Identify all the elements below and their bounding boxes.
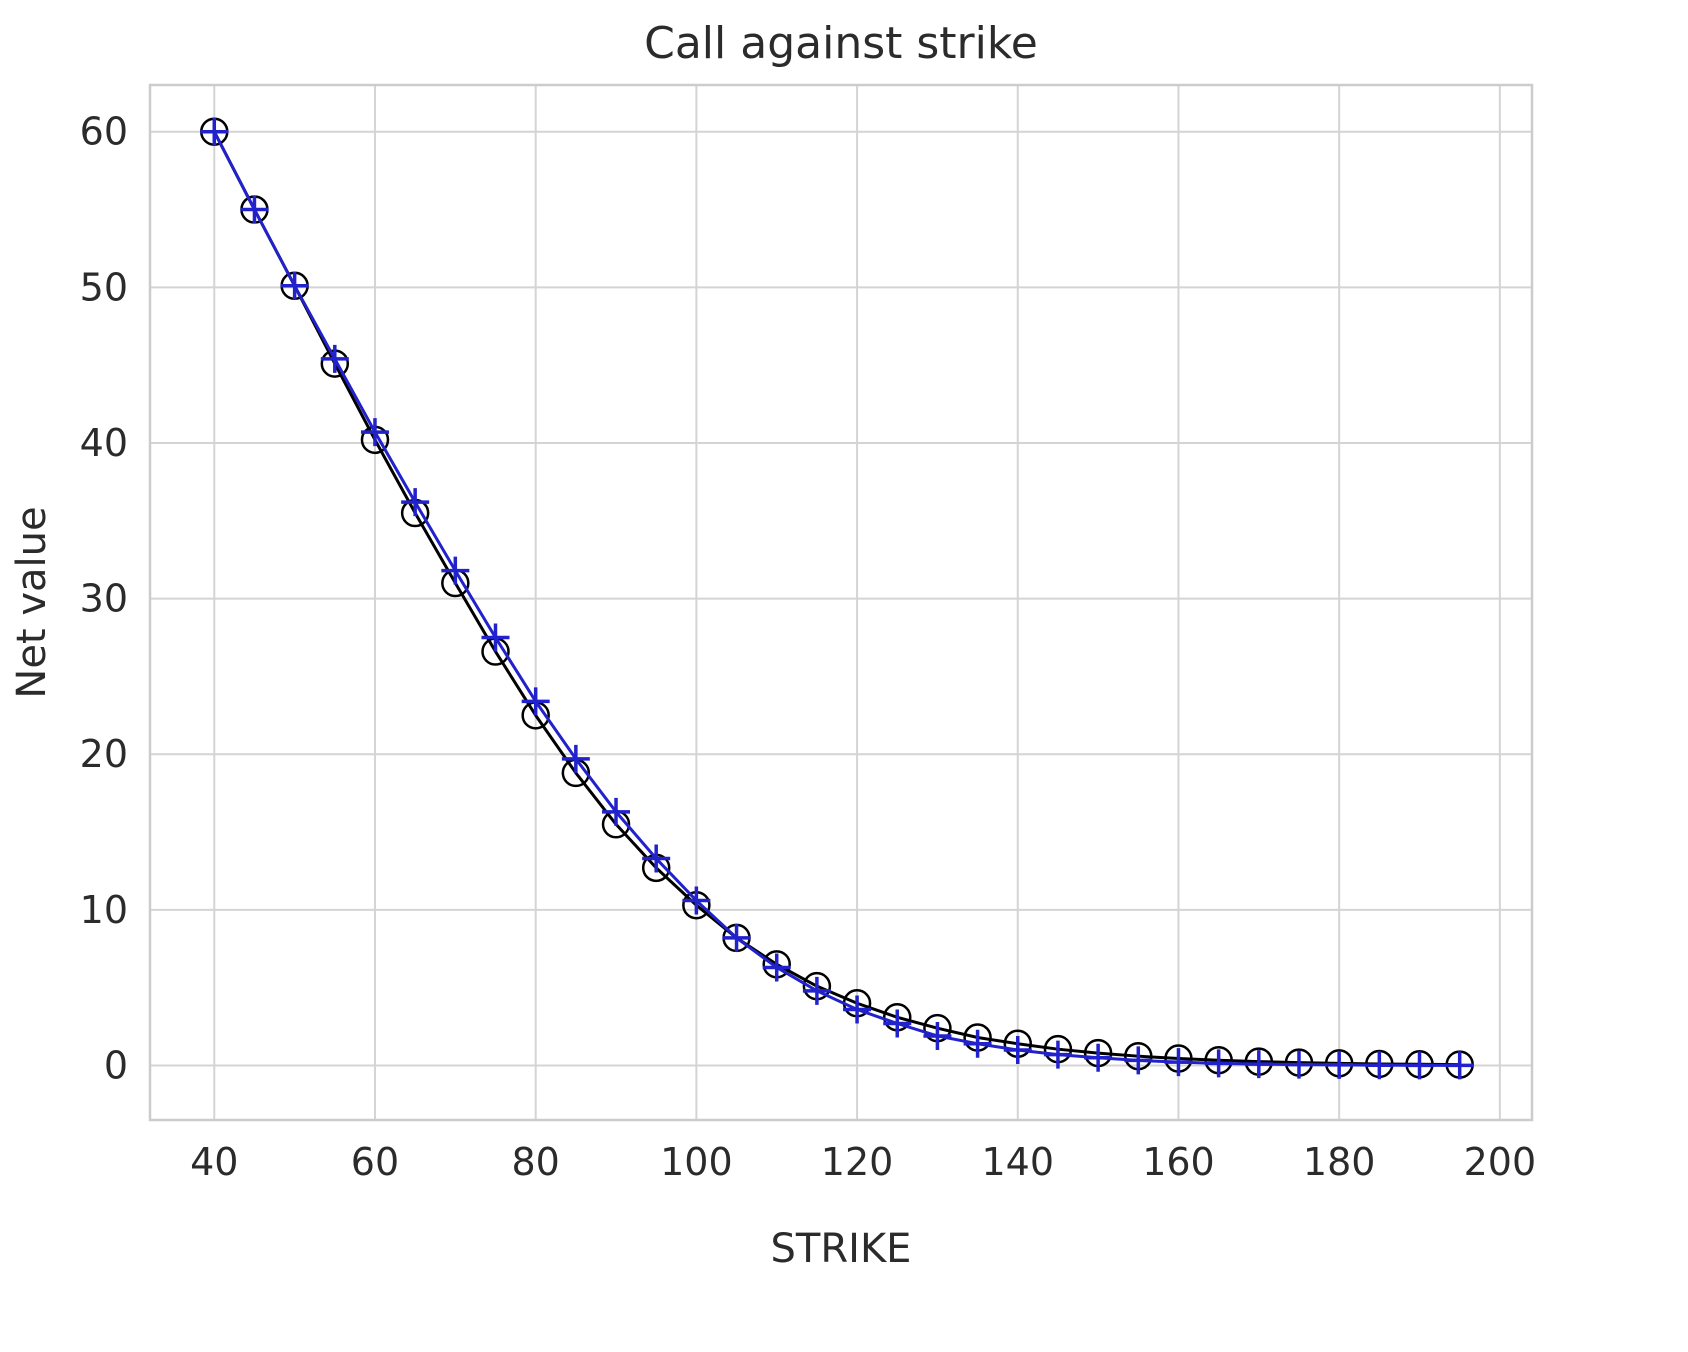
x-axis-label: STRIKE xyxy=(771,1226,912,1272)
marker-plus xyxy=(280,271,309,300)
marker-plus xyxy=(923,1021,952,1050)
marker-plus xyxy=(401,488,430,517)
marker-plus xyxy=(1204,1049,1233,1078)
x-tick-label: 160 xyxy=(1142,1140,1215,1184)
marker-plus xyxy=(1124,1046,1153,1075)
marker-plus xyxy=(1244,1050,1273,1079)
marker-plus xyxy=(762,953,791,982)
marker-plus xyxy=(1365,1051,1394,1080)
marker-plus xyxy=(481,623,510,652)
y-tick-label: 20 xyxy=(80,732,128,776)
x-tick-labels: 40 60 80 100 120 140 160 180 200 xyxy=(190,1140,1536,1184)
x-tick-label: 200 xyxy=(1464,1140,1537,1184)
marker-plus xyxy=(682,886,711,915)
grid-layer xyxy=(148,83,1534,1122)
marker-plus xyxy=(200,117,229,146)
marker-plus xyxy=(1445,1051,1474,1080)
marker-plus xyxy=(1164,1048,1193,1077)
chart-title: Call against strike xyxy=(644,18,1038,69)
y-tick-labels: 0 10 20 30 40 50 60 xyxy=(80,110,128,1088)
x-tick-label: 60 xyxy=(351,1140,399,1184)
marker-plus xyxy=(963,1029,992,1058)
marker-plus xyxy=(1003,1035,1032,1064)
marker-plus xyxy=(802,976,831,1005)
y-axis-label: Net value xyxy=(9,506,55,698)
marker-plus xyxy=(1405,1051,1434,1080)
marker-plus xyxy=(722,923,751,952)
y-tick-label: 10 xyxy=(80,888,128,932)
marker-plus xyxy=(602,797,631,826)
x-tick-label: 180 xyxy=(1303,1140,1376,1184)
marker-plus xyxy=(843,995,872,1024)
y-tick-label: 50 xyxy=(80,265,128,309)
x-tick-label: 100 xyxy=(660,1140,733,1184)
marker-plus xyxy=(1084,1043,1113,1072)
marker-plus xyxy=(642,844,671,873)
marker-plus xyxy=(1043,1040,1072,1069)
marker-plus xyxy=(1325,1050,1354,1079)
plot-border xyxy=(148,83,1534,1122)
x-tick-label: 140 xyxy=(982,1140,1055,1184)
marker-plus xyxy=(521,687,550,716)
marker-plus xyxy=(441,556,470,585)
series-layer xyxy=(200,117,1474,1080)
x-tick-label: 80 xyxy=(511,1140,559,1184)
marker-plus xyxy=(320,344,349,373)
x-tick-label: 120 xyxy=(821,1140,894,1184)
marker-plus xyxy=(1284,1050,1313,1079)
y-tick-label: 30 xyxy=(80,577,128,621)
y-tick-label: 0 xyxy=(104,1044,128,1088)
marker-plus xyxy=(561,744,590,773)
y-tick-label: 60 xyxy=(80,110,128,154)
marker-plus xyxy=(360,418,389,447)
marker-plus xyxy=(240,195,269,224)
marker-plus xyxy=(883,1009,912,1038)
x-tick-label: 40 xyxy=(190,1140,238,1184)
y-tick-label: 40 xyxy=(80,421,128,465)
